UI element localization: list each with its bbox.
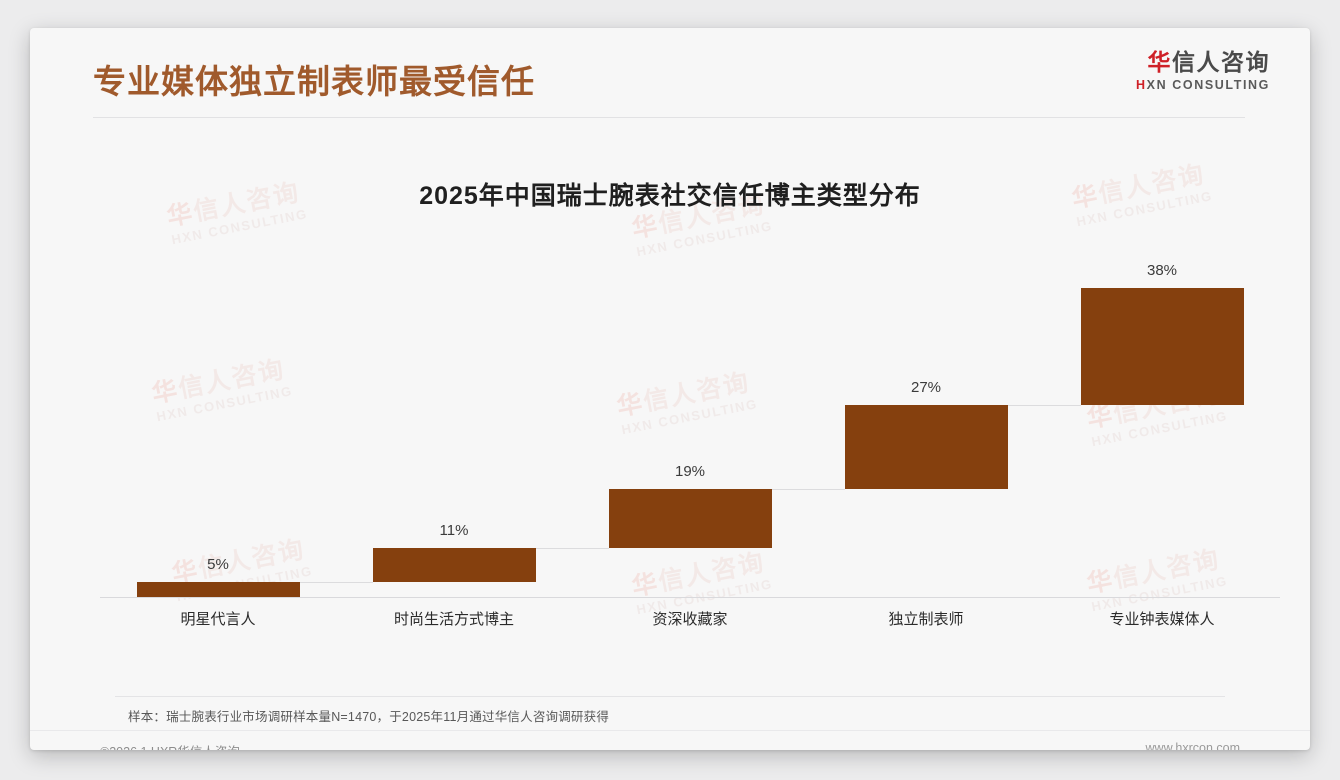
bar-1[interactable] [136,581,300,597]
logo-en-accent: H [1136,78,1147,93]
category-label-1: 明星代言人 [180,611,256,628]
logo-en-rest: XN CONSULTING [1146,78,1270,93]
header-divider [93,117,1245,118]
slide-card: 华信人咨询 HXN CONSULTING 华信人咨询 HXN CONSULTIN… [30,28,1310,750]
logo-text-en: HXN CONSULTING [1136,78,1270,93]
bar-value-label-3: 19% [674,462,706,480]
bar-3[interactable] [608,488,772,548]
footnote-divider [115,696,1225,697]
chart-baseline-axis [100,597,1280,598]
footer-website[interactable]: www.hxrcon.com [1145,741,1240,750]
logo-accent-char: 华 [1147,49,1172,75]
footer-copyright: ©2026.1 HXR华信人咨询 [100,741,240,750]
logo-text-cn: 华信人咨询 [1136,49,1270,75]
bar-value-label-5: 38% [1146,262,1178,279]
chart-plot-area [100,243,1280,588]
waterfall-connector [535,547,609,549]
category-label-5: 专业钟表媒体人 [1109,611,1215,628]
bar-value-label-1: 5% [207,555,229,573]
bar-value-label-4: 27% [910,379,942,397]
waterfall-connector [299,581,373,583]
page-title: 专业媒体独立制表师最受信任 [93,63,535,100]
bar-2[interactable] [372,547,536,582]
logo-cn-rest: 信人咨询 [1172,49,1270,75]
bar-5[interactable] [1080,288,1244,406]
footnote-text: 样本：瑞士腕表行业市场调研样本量N=1470，于2025年11月通过华信人咨询调… [128,710,610,724]
watermark-accent: 华 [629,210,662,244]
chart-title: 2025年中国瑞士腕表社交信任博主类型分布 [419,182,921,210]
category-label-2: 时尚生活方式博主 [393,611,514,628]
bar-value-label-2: 11% [439,521,469,539]
waterfall-connector [1007,405,1081,407]
brand-logo: 华信人咨询 HXN CONSULTING [1136,49,1270,93]
slide-header: 专业媒体独立制表师最受信任 华信人咨询 HXN CONSULTING [30,28,1310,124]
footer-divider [30,730,1310,731]
category-label-3: 资深收藏家 [652,611,728,628]
category-label-4: 独立制表师 [888,611,964,628]
waterfall-connector [771,488,845,490]
bar-4[interactable] [844,405,1008,489]
watermark-en: HXN CONSULTING [170,206,309,248]
